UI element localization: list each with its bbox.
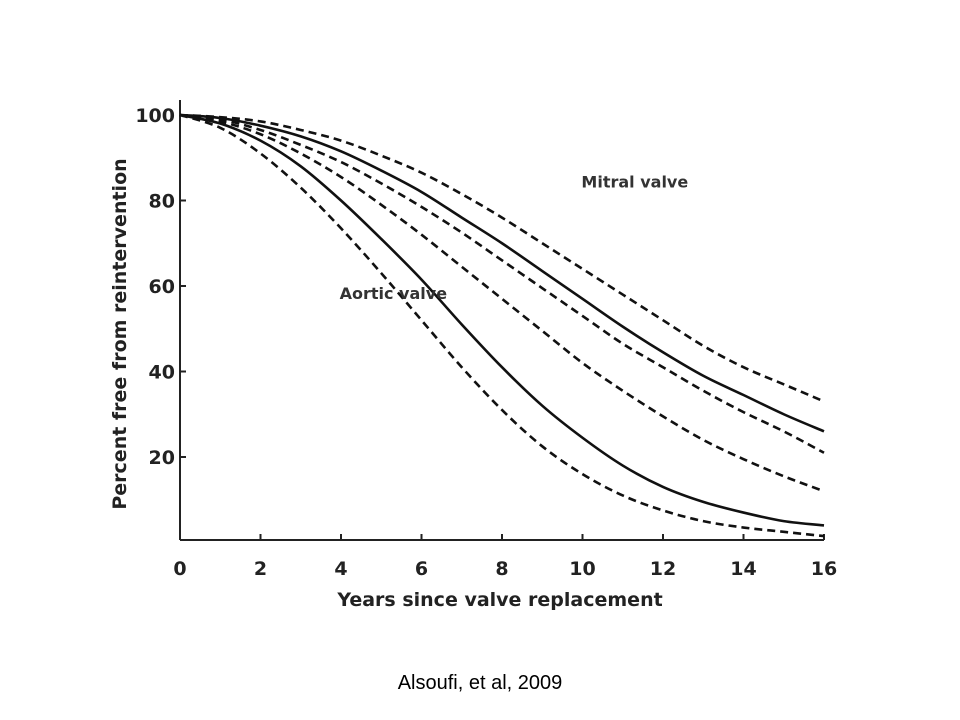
x-tick-label: 4	[334, 558, 347, 580]
x-tick-label: 2	[254, 558, 267, 580]
axes	[179, 100, 825, 541]
annotation-aortic-valve: Aortic valve	[340, 284, 448, 303]
series-5-dashed-line	[179, 113, 825, 538]
y-tick-label: 40	[149, 362, 175, 384]
x-tick-label: 8	[495, 558, 508, 580]
citation: Alsoufi, et al, 2009	[397, 672, 563, 694]
series-layer	[179, 113, 825, 538]
series-1-solid-line	[179, 113, 825, 433]
series-4-solid-line	[179, 113, 825, 527]
annotation-mitral-valve: Mitral valve	[581, 173, 688, 192]
series-3-dashed-line	[179, 113, 825, 493]
y-tick-label: 60	[149, 276, 175, 298]
x-axis-label: Years since valve replacement	[336, 589, 662, 611]
x-tick-label: 12	[650, 558, 676, 580]
x-tick-label: 0	[173, 558, 186, 580]
x-tick-label: 16	[811, 558, 837, 580]
tick-labels: 0 2 4 6 8 10 12 14 16 20 40 60 80 100	[135, 105, 837, 580]
x-tick-label: 6	[415, 558, 428, 580]
x-tick-label: 10	[569, 558, 595, 580]
y-tick-label: 80	[149, 191, 175, 213]
y-axis-label: Percent free from reintervention	[109, 158, 131, 509]
y-tick-label: 100	[135, 105, 175, 127]
y-tick-label: 20	[149, 447, 175, 469]
series-2-dashed-line	[179, 113, 825, 454]
x-tick-label: 14	[730, 558, 756, 580]
series-0-dashed-line	[179, 113, 825, 403]
